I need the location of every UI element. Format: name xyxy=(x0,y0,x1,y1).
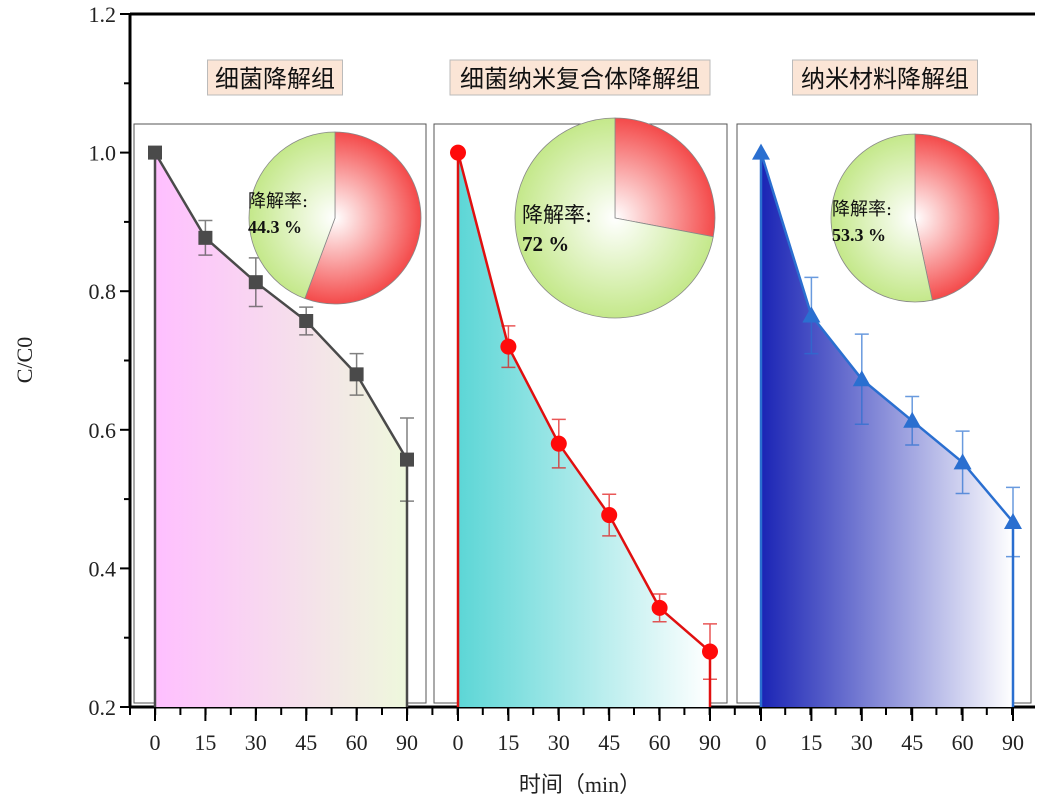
y-tick-label: 0.2 xyxy=(89,695,117,720)
pie-slice-remaining xyxy=(304,131,422,305)
data-point xyxy=(752,143,770,160)
pie-slice-degraded xyxy=(830,133,933,303)
data-point xyxy=(400,452,414,467)
x-tick-label: 60 xyxy=(346,730,368,755)
pie-slice-remaining xyxy=(914,133,1000,301)
x-axis-label: 时间（min） xyxy=(519,772,641,797)
panel-title: 细菌纳米复合体降解组 xyxy=(460,65,700,93)
data-point xyxy=(550,435,567,452)
area-fill xyxy=(458,152,710,708)
x-tick-label: 30 xyxy=(245,730,267,755)
x-tick-label: 45 xyxy=(598,730,620,755)
x-tick-label: 15 xyxy=(194,730,216,755)
x-tick-label: 0 xyxy=(756,730,767,755)
x-tick-label: 15 xyxy=(800,730,822,755)
pie-label: 降解率: xyxy=(832,199,892,220)
y-tick-label: 0.4 xyxy=(89,556,117,581)
pie-value: 72 % xyxy=(522,232,569,256)
pie-value: 53.3 % xyxy=(832,225,886,245)
x-tick-label: 60 xyxy=(649,730,671,755)
panel-3: 纳米材料降解组 0 15 30 45 60 90 降解率: 53.3 % xyxy=(736,59,1032,755)
data-point xyxy=(148,145,162,160)
series-line xyxy=(153,151,409,461)
data-point xyxy=(299,313,314,328)
x-tick-label: 60 xyxy=(952,730,974,755)
pie-slice-remaining xyxy=(614,117,716,238)
y-tick-label: 0.8 xyxy=(89,279,117,304)
pie-value: 44.3 % xyxy=(248,217,302,237)
x-tick-label: 90 xyxy=(1002,730,1024,755)
x-tick-label: 0 xyxy=(453,730,464,755)
data-point xyxy=(500,338,517,355)
pie-slice-degraded xyxy=(514,117,714,319)
x-tick-label: 90 xyxy=(396,730,418,755)
panel-1: 细菌降解组 0 15 30 45 60 90 降解率: 44.3 % xyxy=(133,59,427,755)
x-tick-label: 30 xyxy=(851,730,873,755)
panel-title: 细菌降解组 xyxy=(215,65,335,93)
data-point xyxy=(601,507,618,524)
data-point xyxy=(953,453,972,470)
series-line xyxy=(456,152,711,653)
x-tick-label: 15 xyxy=(497,730,519,755)
y-tick-label: 1.2 xyxy=(89,2,117,27)
data-point xyxy=(349,367,364,382)
data-point xyxy=(198,230,213,245)
data-point xyxy=(802,306,821,323)
data-point xyxy=(1004,512,1022,529)
area-fill xyxy=(761,152,1013,708)
x-tick-label: 45 xyxy=(901,730,923,755)
x-tick-label: 0 xyxy=(150,730,161,755)
series-line xyxy=(759,152,1014,523)
panel-title: 纳米材料降解组 xyxy=(801,65,969,93)
x-tick-label: 30 xyxy=(548,730,570,755)
panel-2: 细菌纳米复合体降解组 0 15 30 45 60 90 降解率: 72 % xyxy=(433,59,728,755)
x-tick-label: 90 xyxy=(699,730,721,755)
pie-label: 降解率: xyxy=(248,191,308,212)
data-point xyxy=(702,643,718,660)
data-point xyxy=(852,370,871,387)
y-tick-label: 0.6 xyxy=(89,418,117,443)
data-point xyxy=(450,144,466,161)
pie-slice-degraded xyxy=(248,131,336,300)
data-point xyxy=(248,275,263,290)
panel-title-box xyxy=(449,59,711,96)
area-fill xyxy=(155,152,407,708)
panel-title-box xyxy=(207,59,343,96)
y-axis-label: C/C0 xyxy=(12,337,37,383)
x-tick-label: 45 xyxy=(295,730,317,755)
data-point xyxy=(651,599,668,616)
y-tick-label: 1.0 xyxy=(89,141,117,166)
panel-title-box xyxy=(792,59,978,96)
pie-label: 降解率: xyxy=(522,203,592,227)
data-point xyxy=(903,411,922,428)
